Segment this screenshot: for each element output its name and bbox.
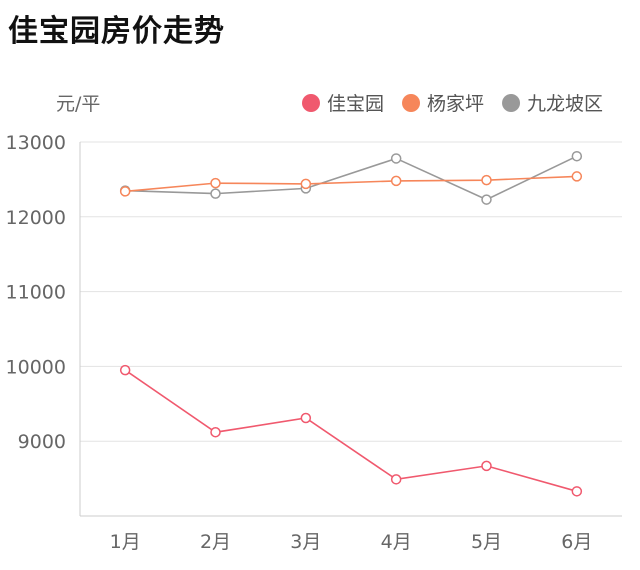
data-point[interactable] [481,460,492,472]
x-tick-label: 4月 [381,531,412,553]
data-point[interactable] [571,486,583,497]
legend-marker-icon [502,94,521,112]
data-point[interactable] [300,412,312,424]
legend[interactable]: 佳宝园 杨家坪 九龙坡区 [302,93,603,115]
y-tick-label: 9000 [18,431,66,453]
y-tick-labels: 9000 10000 11000 12000 13000 [6,132,66,453]
legend-label: 九龙坡区 [527,93,603,115]
legend-item[interactable]: 杨家坪 [402,93,484,115]
data-point[interactable] [390,153,402,164]
data-point[interactable] [300,178,312,190]
grid-lines [80,141,622,442]
legend-item[interactable]: 九龙坡区 [502,93,603,115]
x-tick-label: 5月 [471,531,502,553]
series-line [125,155,578,201]
y-tick-label: 11000 [6,282,66,304]
series-九龙坡区 [119,150,583,205]
data-point[interactable] [119,364,131,376]
data-point[interactable] [390,474,402,485]
series-line [124,369,578,493]
legend-label: 佳宝园 [327,93,384,115]
legend-marker-icon [302,94,320,112]
data-point[interactable] [481,174,492,186]
x-tick-label: 3月 [290,531,321,553]
y-axis-unit-label: 元/平 [56,93,100,115]
y-tick-label: 13000 [6,132,66,154]
data-point[interactable] [571,171,583,182]
x-tick-label: 6月 [561,531,592,553]
y-tick-label: 10000 [6,356,66,378]
page-title: 佳宝园房价走势 [8,14,225,49]
x-tick-label: 1月 [110,531,141,553]
legend-item[interactable]: 佳宝园 [302,93,384,115]
data-point[interactable] [210,177,221,189]
axes [79,142,622,517]
series-杨家坪 [119,171,583,197]
series-lines [119,150,583,497]
legend-marker-icon [402,94,421,112]
x-tick-label: 2月 [200,531,231,553]
data-point[interactable] [390,175,402,187]
series-佳宝园 [119,364,583,497]
x-tick-labels: 1月 2月 3月 4月 5月 6月 [110,531,593,553]
data-point[interactable] [119,186,131,197]
y-tick-label: 12000 [6,207,66,229]
legend-label: 杨家坪 [427,93,484,115]
series-line [125,175,577,193]
data-point[interactable] [210,188,221,199]
data-point[interactable] [481,194,492,205]
data-point[interactable] [210,426,221,438]
data-point[interactable] [571,150,583,162]
